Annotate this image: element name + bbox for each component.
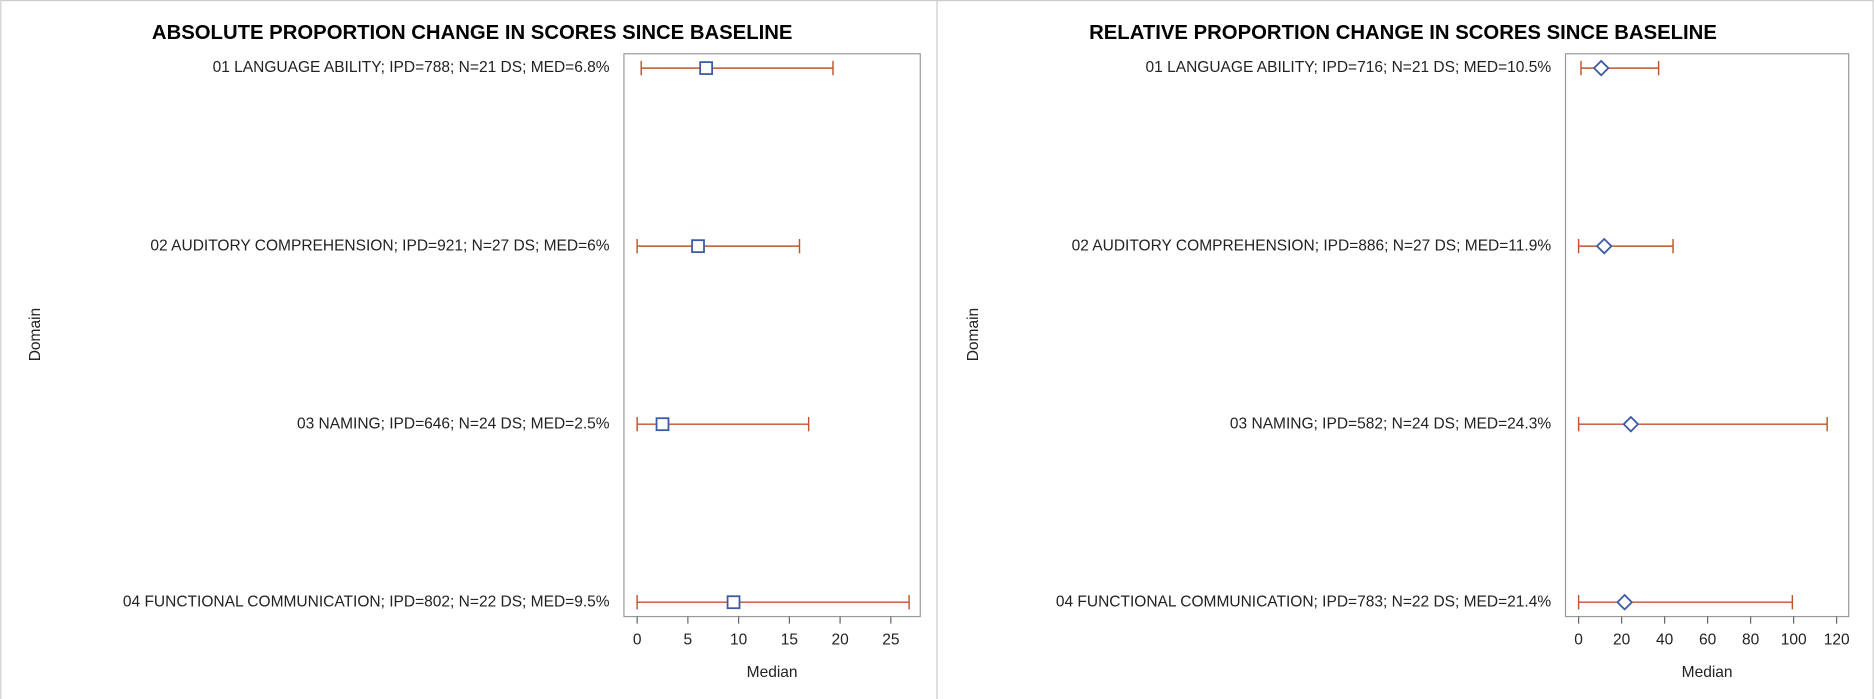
- x-tick-label: 40: [1656, 632, 1674, 649]
- median-marker: [726, 595, 741, 610]
- x-tick-label: 10: [730, 632, 748, 649]
- x-tick-label: 80: [1742, 632, 1760, 649]
- y-axis-label: Domain: [965, 308, 982, 361]
- y-tick-label: 02 AUDITORY COMPREHENSION; IPD=886; N=27…: [1072, 237, 1552, 254]
- x-tick-label: 0: [633, 632, 642, 649]
- y-tick-label: 01 LANGUAGE ABILITY; IPD=788; N=21 DS; M…: [213, 59, 610, 76]
- x-tick-label: 20: [831, 632, 849, 649]
- x-tick-label: 20: [1613, 632, 1631, 649]
- median-marker: [699, 61, 714, 75]
- x-axis-label: Median: [1682, 664, 1733, 681]
- x-tick-label: 25: [882, 632, 899, 649]
- median-marker: [655, 417, 670, 432]
- plot-frame: [623, 53, 921, 618]
- x-tick-label: 60: [1699, 632, 1717, 649]
- median-marker: [1595, 237, 1613, 255]
- y-axis-label: Domain: [27, 308, 44, 361]
- x-tick-label: 100: [1781, 632, 1807, 649]
- plot-frame: [1564, 53, 1850, 618]
- x-tick-label: 120: [1824, 632, 1850, 649]
- y-tick-label: 04 FUNCTIONAL COMMUNICATION; IPD=802; N=…: [123, 593, 610, 610]
- y-tick-label: 03 NAMING; IPD=646; N=24 DS; MED=2.5%: [297, 415, 610, 432]
- x-axis-label: Median: [747, 664, 798, 681]
- chart-title: RELATIVE PROPORTION CHANGE IN SCORES SIN…: [1089, 22, 1717, 44]
- y-tick-label: 02 AUDITORY COMPREHENSION; IPD=921; N=27…: [150, 237, 609, 254]
- y-tick-label: 01 LANGUAGE ABILITY; IPD=716; N=21 DS; M…: [1146, 59, 1552, 76]
- x-tick-label: 0: [1574, 632, 1583, 649]
- y-tick-label: 04 FUNCTIONAL COMMUNICATION; IPD=783; N=…: [1056, 593, 1552, 610]
- median-marker: [691, 239, 705, 254]
- median-marker: [1616, 593, 1634, 611]
- median-marker: [1622, 415, 1640, 433]
- chart-title: ABSOLUTE PROPORTION CHANGE IN SCORES SIN…: [152, 22, 793, 44]
- x-tick-label: 15: [781, 632, 798, 649]
- x-tick-label: 5: [684, 632, 693, 649]
- median-marker: [1592, 59, 1610, 77]
- y-tick-label: 03 NAMING; IPD=582; N=24 DS; MED=24.3%: [1230, 415, 1551, 432]
